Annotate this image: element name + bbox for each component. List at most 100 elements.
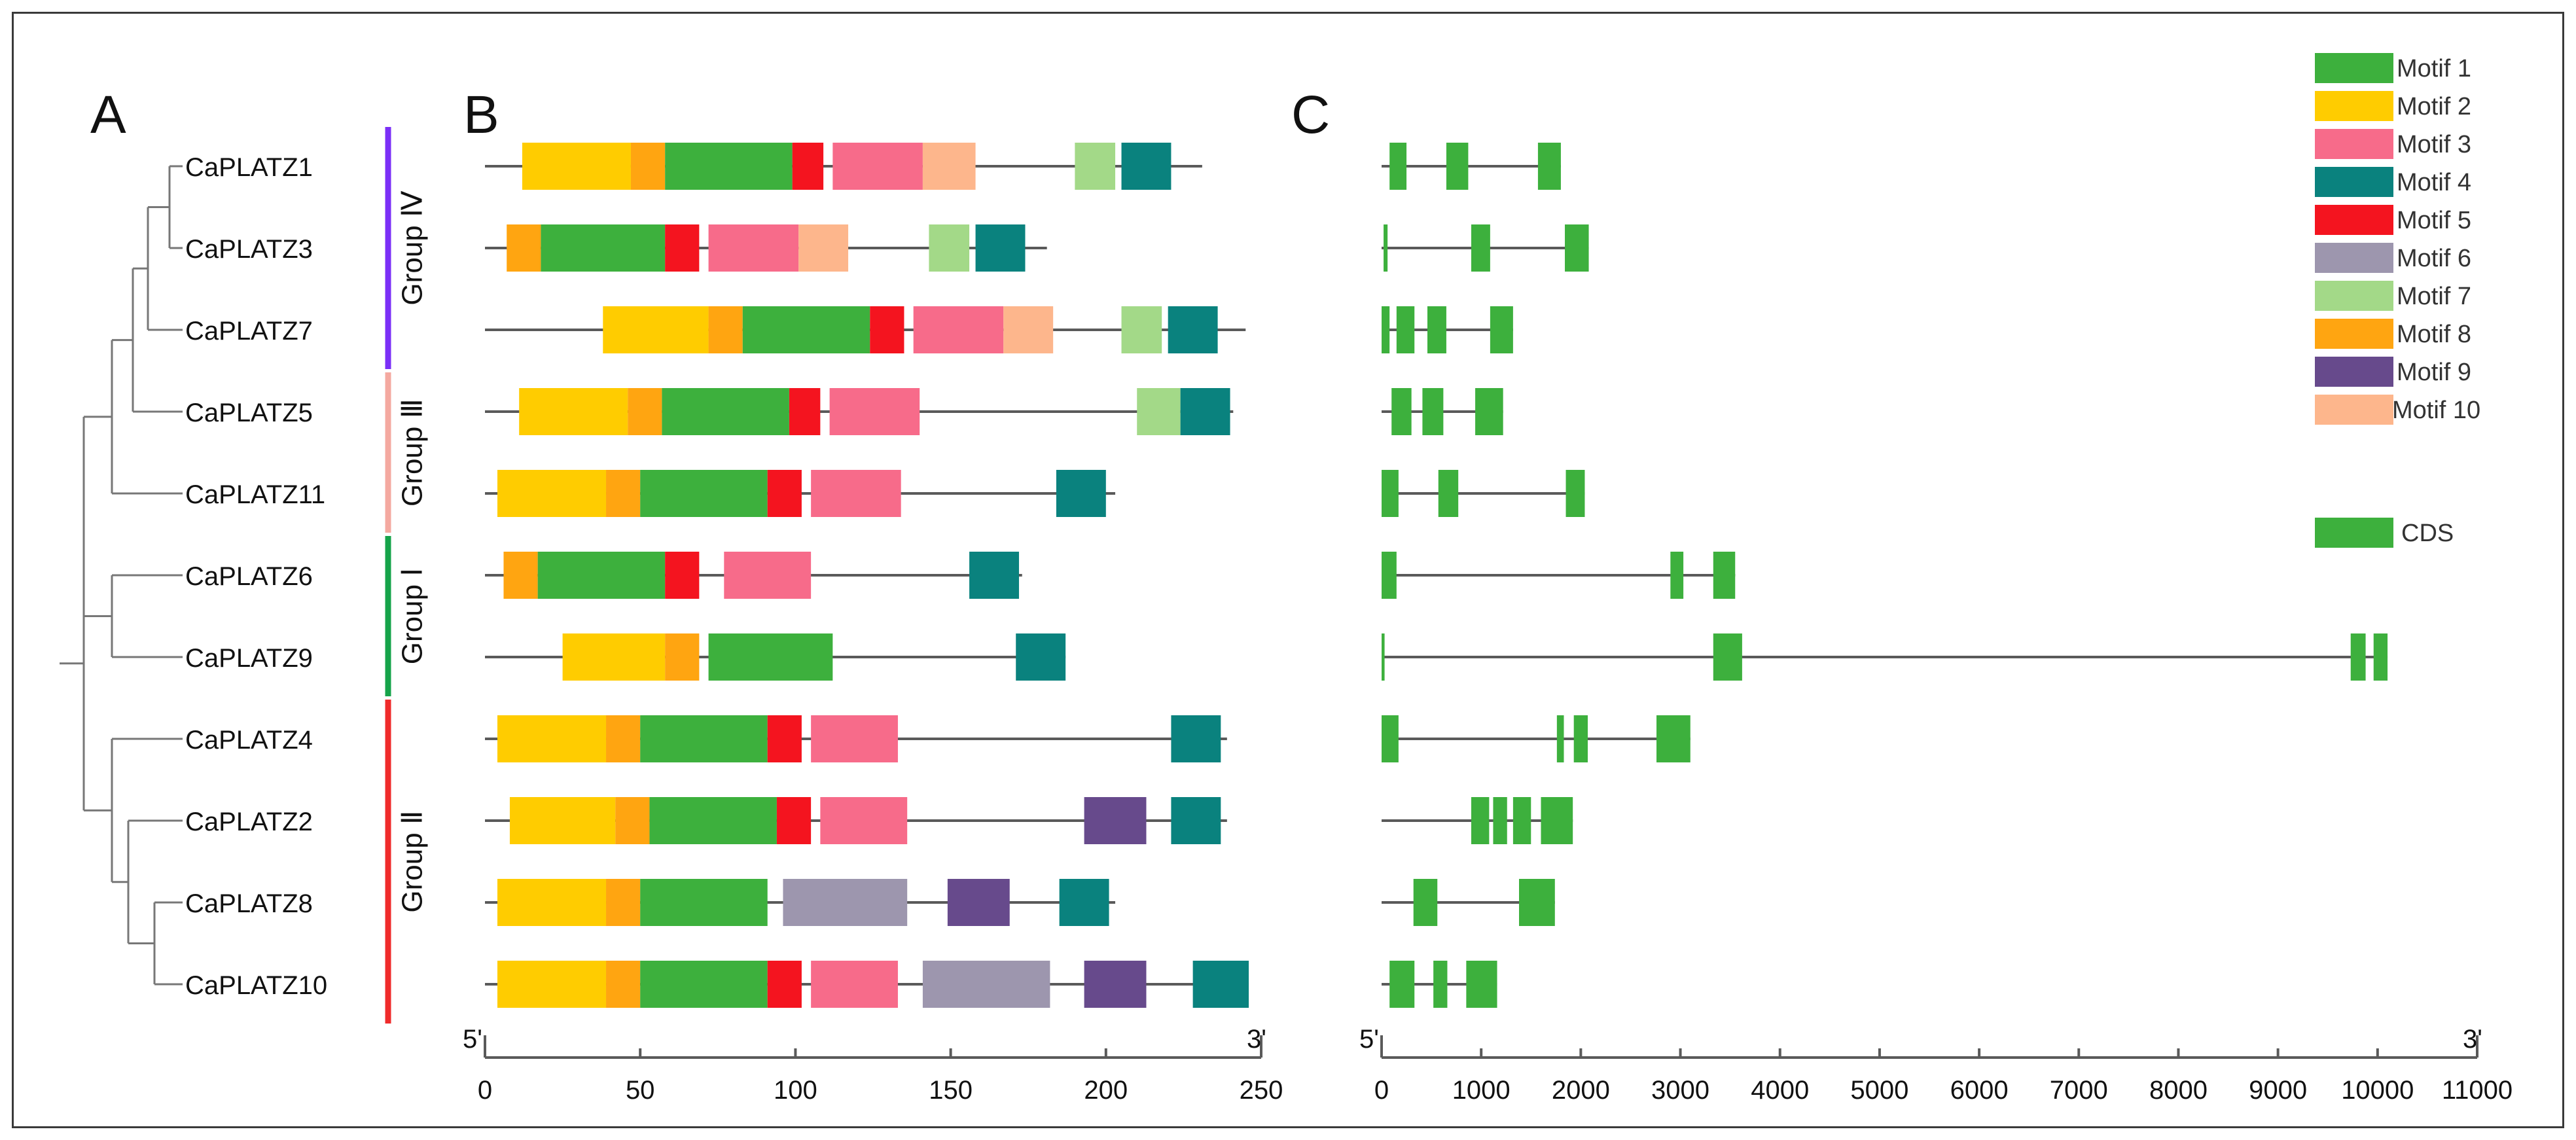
cds-exon bbox=[2373, 633, 2388, 681]
gene-label: CaPLATZ2 bbox=[185, 808, 313, 836]
motif-axis-tick-label: 200 bbox=[1084, 1076, 1128, 1105]
group-label: Group Ⅳ bbox=[397, 190, 429, 306]
gene-label: CaPLATZ1 bbox=[185, 153, 313, 182]
motif-4-box bbox=[1171, 797, 1221, 844]
motif-3-box bbox=[829, 388, 920, 435]
motif-4-box bbox=[1171, 715, 1221, 762]
motif-6-box bbox=[783, 879, 908, 926]
motif-8-box bbox=[708, 306, 743, 353]
motif-10-box bbox=[1003, 306, 1054, 353]
cds-exon bbox=[1556, 715, 1564, 762]
gene-axis-tick-label: 4000 bbox=[1751, 1076, 1809, 1105]
gene-label: CaPLATZ4 bbox=[185, 726, 313, 755]
cds-exon bbox=[1446, 143, 1469, 190]
gene-axis-tick-label: 3000 bbox=[1651, 1076, 1709, 1105]
cds-exon bbox=[1573, 715, 1588, 762]
axes: 0 50 100 150 200 250 5' 3' 0 1000 2000 3000 4000 5000… bbox=[463, 1025, 2513, 1105]
legend-label: Motif 4 bbox=[2397, 169, 2471, 196]
motif-8-box bbox=[606, 715, 641, 762]
motif-axis-3prime-label: 3' bbox=[1247, 1025, 1266, 1054]
group-label: Group Ⅰ bbox=[397, 568, 429, 665]
gene-axis-tick-label: 6000 bbox=[1950, 1076, 2009, 1105]
motif-2-box bbox=[497, 961, 607, 1008]
motif-3-box bbox=[708, 224, 799, 272]
cds-exon bbox=[1427, 306, 1446, 353]
legend-label: Motif 1 bbox=[2397, 55, 2471, 82]
legend-label: Motif 8 bbox=[2397, 321, 2471, 348]
gene-axis-tick-label: 1000 bbox=[1452, 1076, 1511, 1105]
gene-axis-3prime-label: 3' bbox=[2463, 1025, 2482, 1054]
cds-exon bbox=[1391, 388, 1412, 435]
cds-exon bbox=[1433, 961, 1448, 1008]
legend-label: Motif 5 bbox=[2397, 207, 2471, 234]
gene-label: CaPLATZ8 bbox=[185, 889, 313, 918]
cds-exon bbox=[1541, 797, 1573, 844]
motif-5-box bbox=[665, 552, 700, 599]
motif-4-box bbox=[1180, 388, 1230, 435]
motif-4-box bbox=[1059, 879, 1109, 926]
motif-3-box bbox=[811, 715, 898, 762]
motif-7-box bbox=[929, 224, 970, 272]
group-label: Group Ⅱ bbox=[397, 810, 429, 912]
legend-swatch-motif-8 bbox=[2315, 319, 2393, 349]
motif-1-box bbox=[640, 879, 768, 926]
legend-swatch-motif-9 bbox=[2315, 357, 2393, 387]
cds-exon bbox=[1438, 470, 1459, 517]
motif-axis-tick-label: 150 bbox=[929, 1076, 973, 1105]
cds-exon bbox=[1519, 879, 1555, 926]
cds-exon bbox=[1475, 388, 1503, 435]
gene-label: CaPLATZ6 bbox=[185, 562, 313, 591]
panel-label-b: B bbox=[463, 85, 499, 145]
motif-5-box bbox=[665, 224, 700, 272]
motif-panel bbox=[485, 143, 1249, 1008]
cds-exon bbox=[1565, 224, 1589, 272]
motif-8-box bbox=[630, 143, 666, 190]
legend-label: Motif 3 bbox=[2397, 131, 2471, 158]
motif-10-box bbox=[798, 224, 849, 272]
gene-axis-tick-label: 7000 bbox=[2050, 1076, 2108, 1105]
motif-axis-tick-label: 0 bbox=[478, 1076, 492, 1105]
motif-1-box bbox=[640, 470, 768, 517]
legend: Motif 1 Motif 2 Motif 3 Motif 4 Motif 5 Motif… bbox=[2315, 53, 2480, 548]
legend-label: Motif 9 bbox=[2397, 359, 2471, 386]
gene-label: CaPLATZ7 bbox=[185, 317, 313, 346]
legend-swatch-motif-1 bbox=[2315, 53, 2393, 83]
cds-exon bbox=[1384, 224, 1388, 272]
motif-7-box bbox=[1137, 388, 1181, 435]
cds-exon bbox=[1382, 552, 1397, 599]
motif-8-box bbox=[606, 961, 641, 1008]
cds-exon bbox=[1512, 797, 1531, 844]
motif-8-box bbox=[606, 879, 641, 926]
motif-9-box bbox=[1084, 961, 1147, 1008]
motif-7-box bbox=[1121, 306, 1162, 353]
cds-exon bbox=[1565, 470, 1585, 517]
motif-8-box bbox=[665, 633, 700, 681]
motif-9-box bbox=[1084, 797, 1147, 844]
gene-label: CaPLATZ3 bbox=[185, 235, 313, 264]
gene-structure-panel bbox=[1382, 143, 2388, 1008]
cds-exon bbox=[1382, 470, 1399, 517]
legend-swatch-motif-7 bbox=[2315, 281, 2393, 311]
cds-exon bbox=[1670, 552, 1684, 599]
motif-axis-tick-label: 100 bbox=[774, 1076, 817, 1105]
panel-label-c: C bbox=[1291, 85, 1330, 145]
figure-frame: A B C CaPLATZ1 CaPLATZ3 CaPLATZ7 CaPLATZ5 Ca… bbox=[12, 12, 2564, 1128]
legend-label: Motif 2 bbox=[2397, 93, 2471, 120]
motif-3-box bbox=[811, 470, 901, 517]
motif-1-box bbox=[742, 306, 870, 353]
cds-exon bbox=[1471, 797, 1490, 844]
motif-5-box bbox=[792, 143, 824, 190]
cds-exon bbox=[1422, 388, 1444, 435]
motif-4-box bbox=[1168, 306, 1218, 353]
gene-structure-figure: A B C CaPLATZ1CaPLATZ3CaPLATZ7CaPLATZ5Ca… bbox=[60, 53, 2513, 1105]
cds-exon bbox=[1382, 633, 1385, 681]
motif-10-box bbox=[922, 143, 976, 190]
gene-axis-tick-label: 8000 bbox=[2149, 1076, 2208, 1105]
motif-4-box bbox=[975, 224, 1026, 272]
motif-2-box bbox=[522, 143, 631, 190]
motif-3-box bbox=[913, 306, 1004, 353]
motif-2-box bbox=[603, 306, 709, 353]
gene-axis-tick-label: 11000 bbox=[2442, 1076, 2513, 1105]
legend-label-cds: CDS bbox=[2401, 520, 2454, 547]
group-brackets: Group Ⅳ Group Ⅲ Group Ⅰ Group Ⅱ bbox=[385, 127, 429, 1024]
